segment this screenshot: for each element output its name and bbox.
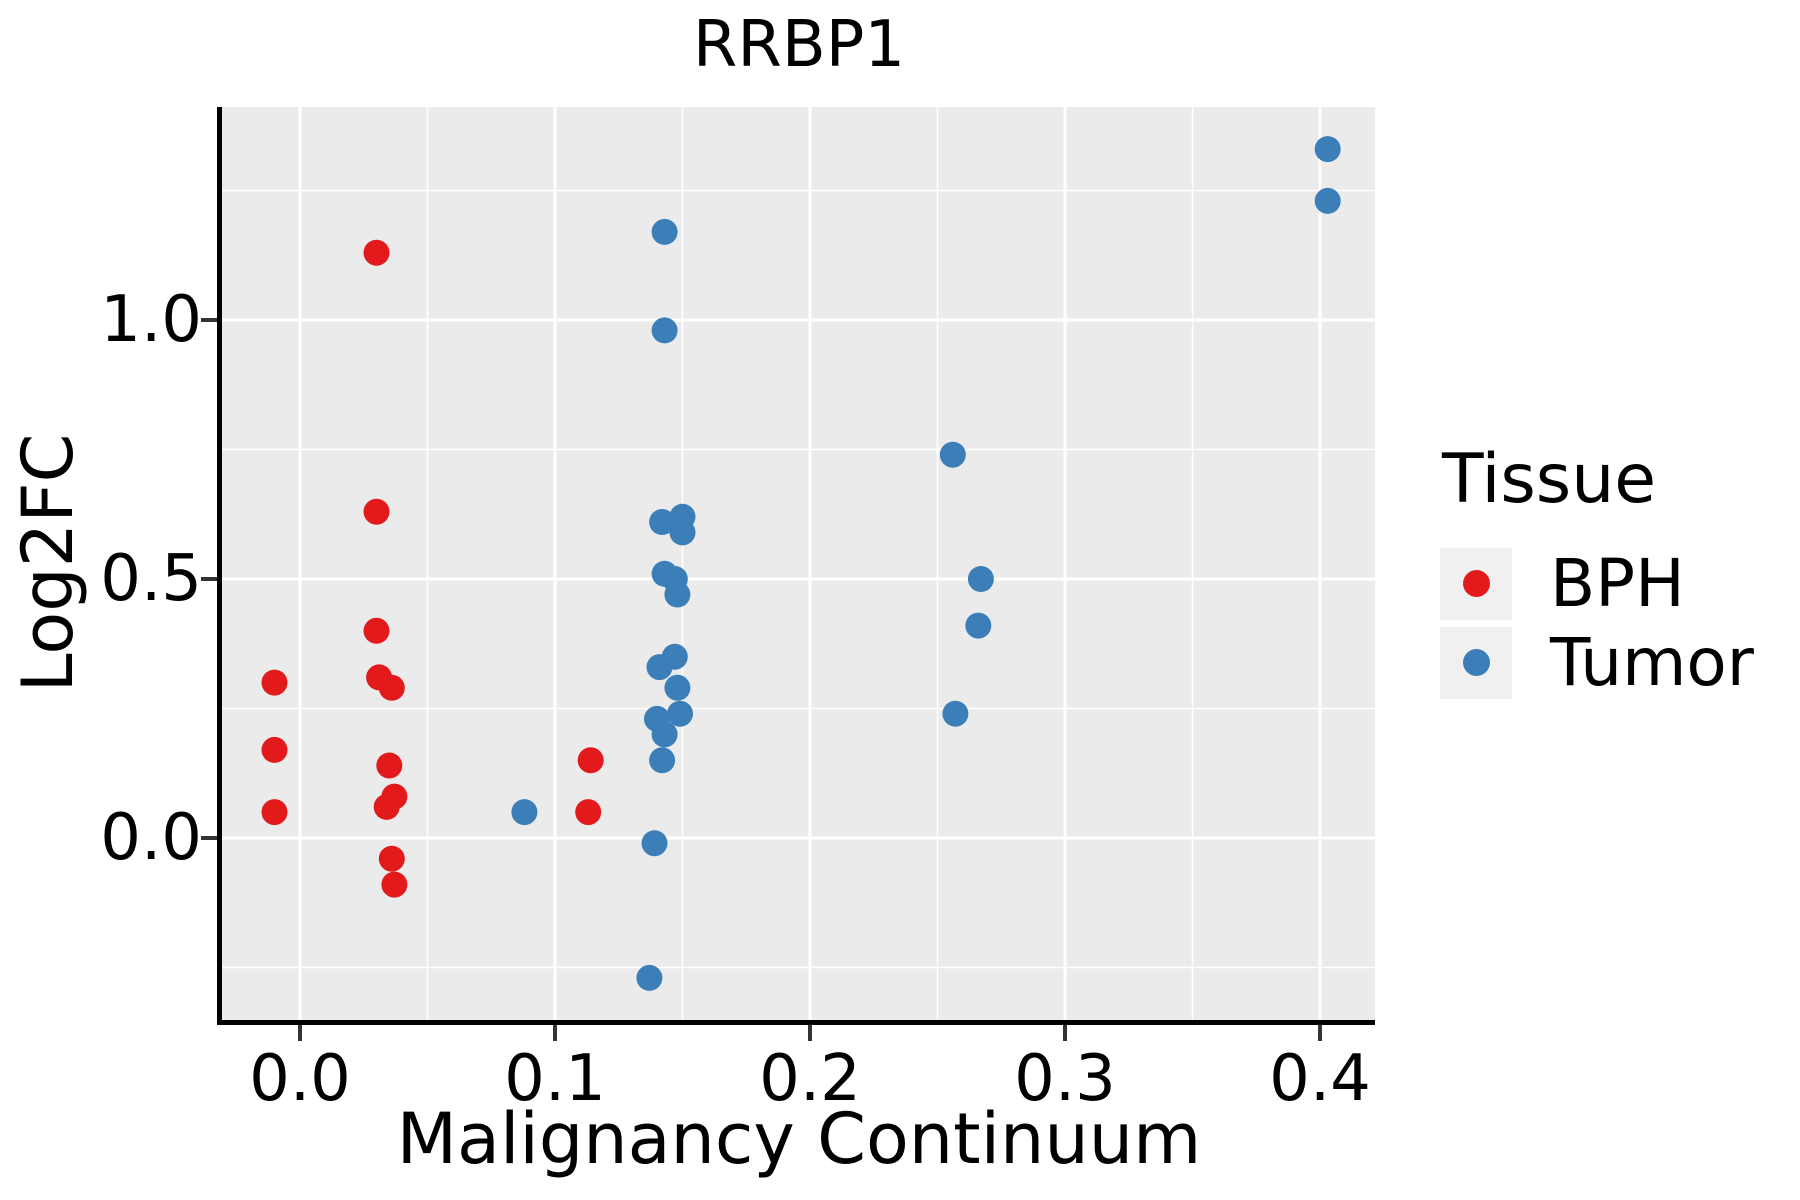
- data-point-bph: [373, 793, 400, 820]
- data-point-tumor: [651, 218, 678, 245]
- y-tick-label: 0.0: [100, 801, 202, 875]
- data-point-bph: [363, 617, 390, 644]
- data-point-tumor: [1314, 136, 1341, 163]
- data-point-bph: [363, 239, 390, 266]
- data-point-tumor: [641, 830, 668, 857]
- data-point-bph: [261, 736, 288, 763]
- legend-key-tumor: [1440, 626, 1512, 699]
- data-point-tumor: [664, 674, 691, 701]
- x-tick-label: 0.3: [1014, 1042, 1116, 1116]
- legend-label-tumor: Tumor: [1550, 624, 1754, 701]
- data-point-bph: [577, 747, 604, 774]
- legend-item-bph: BPH: [1440, 545, 1754, 622]
- legend-item-tumor: Tumor: [1440, 624, 1754, 701]
- legend-dot-tumor-icon: [1462, 649, 1490, 676]
- data-point-tumor: [651, 317, 678, 344]
- legend-label-bph: BPH: [1550, 545, 1685, 622]
- data-point-bph: [575, 799, 602, 826]
- data-point-tumor: [664, 581, 691, 608]
- data-point-tumor: [651, 721, 678, 748]
- data-point-tumor: [942, 700, 969, 727]
- data-point-bph: [261, 669, 288, 696]
- data-point-tumor: [511, 799, 538, 826]
- x-axis-title: Malignancy Continuum: [396, 1098, 1202, 1180]
- legend-key-bph: [1440, 547, 1512, 620]
- y-tick-label: 1.0: [100, 283, 202, 357]
- data-point-tumor: [636, 964, 663, 991]
- data-point-tumor: [669, 519, 696, 546]
- x-tick-label: 0.2: [759, 1042, 861, 1116]
- data-point-tumor: [965, 612, 992, 639]
- legend: Tissue BPH Tumor: [1440, 440, 1754, 703]
- x-tick-label: 0.1: [504, 1042, 606, 1116]
- data-point-bph: [378, 674, 405, 701]
- data-point-tumor: [646, 654, 673, 681]
- panel-background: [222, 107, 1375, 1020]
- legend-dot-bph-icon: [1462, 570, 1490, 597]
- data-point-bph: [378, 845, 405, 872]
- data-point-tumor: [939, 441, 966, 468]
- data-point-bph: [381, 871, 408, 898]
- data-point-tumor: [1314, 187, 1341, 214]
- data-point-bph: [376, 752, 403, 779]
- y-tick-label: 0.5: [100, 542, 202, 616]
- data-point-tumor: [649, 509, 676, 535]
- plot-title: RRBP1: [692, 8, 906, 82]
- data-point-bph: [261, 799, 288, 826]
- data-point-tumor: [649, 747, 676, 774]
- x-tick-label: 0.4: [1269, 1042, 1371, 1116]
- data-point-tumor: [667, 700, 693, 727]
- data-point-bph: [363, 498, 390, 525]
- legend-title: Tissue: [1442, 440, 1657, 519]
- x-tick-label: 0.0: [249, 1042, 351, 1116]
- data-point-tumor: [967, 566, 994, 592]
